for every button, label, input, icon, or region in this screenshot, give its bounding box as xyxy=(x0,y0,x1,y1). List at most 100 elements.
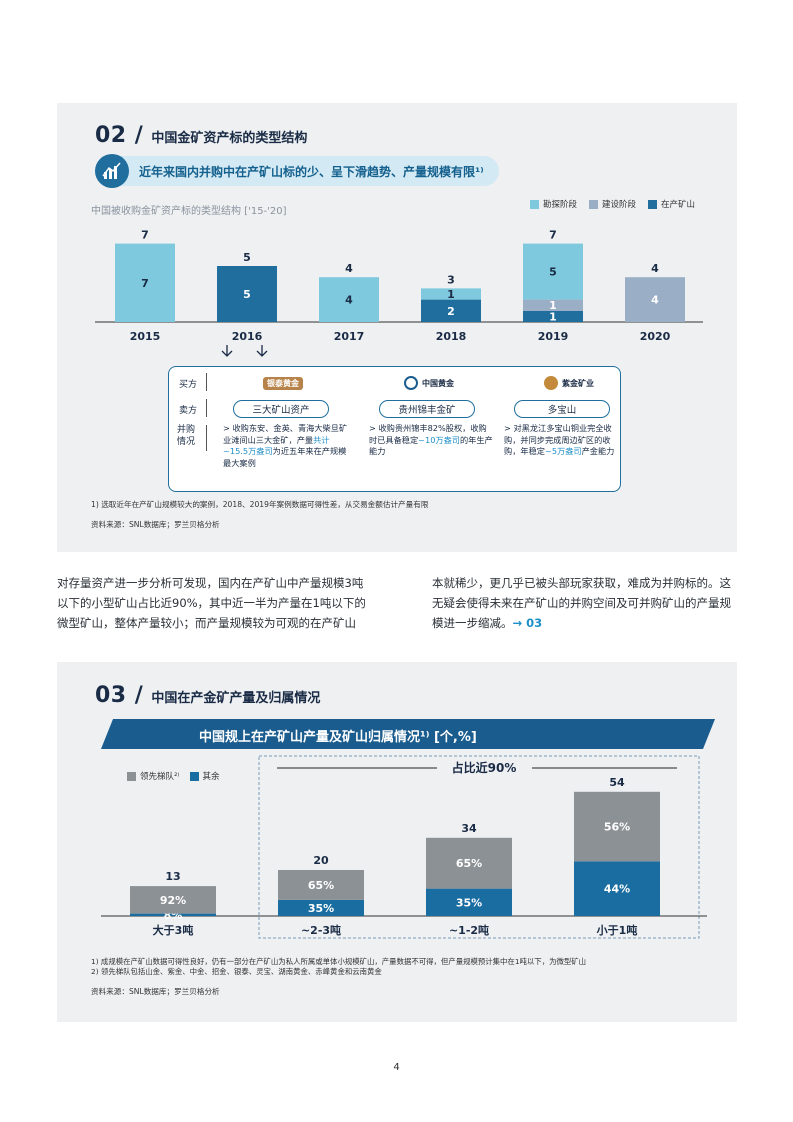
segment-label: 92% xyxy=(160,894,186,907)
source: 资料来源：SNL数据库；罗兰贝格分析 xyxy=(91,987,220,996)
footnote-1: 1) 成规模在产矿山数据可得性良好，仍有一部分在产矿山为私人所属或单体小规模矿山… xyxy=(91,957,587,966)
section-02-panel: 02 / 中国金矿资产标的类型结构 近年来国内并购中在产矿山标的少、呈下滑趋势、… xyxy=(57,103,737,552)
total-label: 7 xyxy=(141,229,149,242)
segment-label: 1 xyxy=(549,310,557,323)
seller-pill: 贵州锦丰金矿 xyxy=(379,400,475,418)
x-tick-label: ~2-3吨 xyxy=(301,923,341,937)
bar-segment xyxy=(625,277,685,322)
buyer-logo-yintai: 银泰黄金 xyxy=(223,373,343,393)
body-paragraph-left: 对存量资产进一步分析可发现，国内在产矿山中产量规模3吨以下的小型矿山占比近90%… xyxy=(57,576,366,630)
bar-segment xyxy=(278,899,364,916)
bar-segment xyxy=(130,886,216,914)
section-03-panel: 03 / 中国在产金矿产量及归属情况 中国规上在产矿山产量及矿山归属情况¹⁾ [… xyxy=(57,662,737,1022)
segment-label: 4 xyxy=(345,294,353,307)
segment-label: 65% xyxy=(456,857,482,870)
case-description: > 收购贵州锦丰82%股权，收购时已具备稳定~10万盎司的年生产能力 xyxy=(369,423,493,456)
total-label: 13 xyxy=(165,870,180,883)
x-tick-label: 2018 xyxy=(436,330,467,343)
segment-label: 7 xyxy=(141,277,149,290)
bar-segment xyxy=(523,310,583,322)
total-label: 4 xyxy=(651,262,659,275)
banner-text: 中国规上在产矿山产量及矿山归属情况¹⁾ [个,%] xyxy=(199,730,477,745)
x-tick-label: 2020 xyxy=(640,330,671,343)
x-tick-label: 2016 xyxy=(232,330,263,343)
segment-label: 1 xyxy=(447,288,455,301)
segment-label: 65% xyxy=(308,879,334,892)
section-03-heading: 03 / 中国在产金矿产量及归属情况 xyxy=(95,683,320,708)
seller-pill: 三大矿山资产 xyxy=(233,400,329,418)
segment-label: 5 xyxy=(549,266,557,279)
chart-legend: 勘探阶段 建设阶段 在产矿山 xyxy=(530,198,695,210)
page-number: 4 xyxy=(393,1062,400,1073)
chinagold-logo-icon xyxy=(404,376,418,390)
buyer-logo-zijin: 紫金矿业 xyxy=(509,373,629,393)
source: 资料来源：SNL数据库；罗兰贝格分析 xyxy=(91,520,220,529)
bar-segment xyxy=(426,888,512,916)
case-description: > 对黑龙江多宝山铜业完全收购，并同步完成周边矿区的收购，年稳定~5万盎司产金能… xyxy=(504,423,615,456)
bar-segment xyxy=(319,277,379,322)
body-paragraph-right: 本就稀少，更几乎已被头部玩家获取，难成为并购标的。这无疑会使得未来在产矿山的并购… xyxy=(432,576,731,630)
down-arrow-icon xyxy=(221,345,233,357)
segment-label: 44% xyxy=(604,883,630,896)
key-finding-banner: 近年来国内并购中在产矿山标的少、呈下滑趋势、产量规模有限¹⁾ xyxy=(95,154,499,188)
production-ownership-chart: 占比近90% 8%92%13大于3吨35%65%20~2-3吨35%65%34~… xyxy=(101,755,707,939)
section-number: 02 / xyxy=(95,123,144,148)
down-arrow-icon xyxy=(256,345,268,357)
segment-label: 4 xyxy=(651,294,659,307)
bar-segment xyxy=(574,791,660,862)
x-tick-label: ~1-2吨 xyxy=(449,923,489,937)
bar-segment xyxy=(426,837,512,889)
bar-segment xyxy=(278,870,364,900)
segment-label: 35% xyxy=(456,896,482,909)
footnote-2: 2) 领先梯队包括山金、紫金、中金、招金、银泰、灵宝、湖南黄金、赤峰黄金和云南黄… xyxy=(91,967,382,976)
ninety-percent-bracket xyxy=(258,755,700,939)
segment-label: 1 xyxy=(549,299,557,312)
total-label: 7 xyxy=(549,229,557,242)
legend-item: 领先梯队²⁾ xyxy=(127,770,180,782)
segment-label: 35% xyxy=(308,902,334,915)
bar-segment xyxy=(421,288,481,300)
bar-segment xyxy=(523,243,583,300)
total-label: 54 xyxy=(609,776,625,789)
section-02-heading: 02 / 中国金矿资产标的类型结构 xyxy=(95,123,307,148)
bar-segment xyxy=(115,243,175,322)
x-tick-label: 小于1吨 xyxy=(596,923,638,937)
seller-label: 卖方 xyxy=(178,406,197,416)
legend-item: 其余 xyxy=(189,770,220,782)
total-label: 3 xyxy=(447,273,455,286)
acquisition-cases-box: 买方 卖方 并购情况 银泰黄金 三大矿山资产 > 收购东安、金英、青海大柴旦矿业… xyxy=(168,366,621,492)
segment-label: 5 xyxy=(243,288,251,301)
chart-subtitle: 中国被收购金矿资产标的类型结构 ['15-'20] xyxy=(91,206,287,217)
section-title: 中国在产金矿产量及归属情况 xyxy=(151,691,321,706)
chart-legend: 领先梯队²⁾ 其余 xyxy=(127,770,220,782)
bar-segment xyxy=(574,861,660,916)
bar-segment xyxy=(130,913,216,916)
zijin-logo-icon xyxy=(544,376,558,390)
banner-text: 近年来国内并购中在产矿山标的少、呈下滑趋势、产量规模有限¹⁾ xyxy=(139,165,484,179)
x-tick-label: 大于3吨 xyxy=(153,923,194,937)
case-description: > 收购东安、金英、青海大柴旦矿业滩间山三大金矿，产量共计~15.5万盎司为近五… xyxy=(223,423,348,468)
x-tick-label: 2015 xyxy=(130,330,161,343)
legend-item: 建设阶段 xyxy=(589,198,636,210)
total-label: 20 xyxy=(313,854,329,867)
bar-segment xyxy=(523,299,583,311)
segment-label: 2 xyxy=(447,305,455,318)
buyer-logo-chinagold: 中国黄金 xyxy=(369,373,489,393)
footnote: 1) 选取近年在产矿山规模较大的案例，2018、2019年案例数据可得性差，从交… xyxy=(91,500,429,509)
bar-segment xyxy=(421,299,481,322)
total-label: 4 xyxy=(345,262,353,275)
chart-title-banner: 中国规上在产矿山产量及矿山归属情况¹⁾ [个,%] xyxy=(101,719,715,749)
yintai-logo-icon: 银泰黄金 xyxy=(263,376,303,390)
seller-pill: 多宝山 xyxy=(514,400,610,418)
down-arrows xyxy=(221,345,268,357)
total-label: 34 xyxy=(461,822,477,835)
section-number: 03 / xyxy=(95,683,144,708)
bar-segment xyxy=(217,266,277,322)
case-label: 并购情况 xyxy=(176,425,195,447)
section-03-link[interactable]: → 03 xyxy=(512,616,543,630)
total-label: 5 xyxy=(243,251,251,264)
x-tick-label: 2019 xyxy=(538,330,569,343)
x-tick-label: 2017 xyxy=(334,330,365,343)
bracket-label: 占比近90% xyxy=(452,760,517,775)
